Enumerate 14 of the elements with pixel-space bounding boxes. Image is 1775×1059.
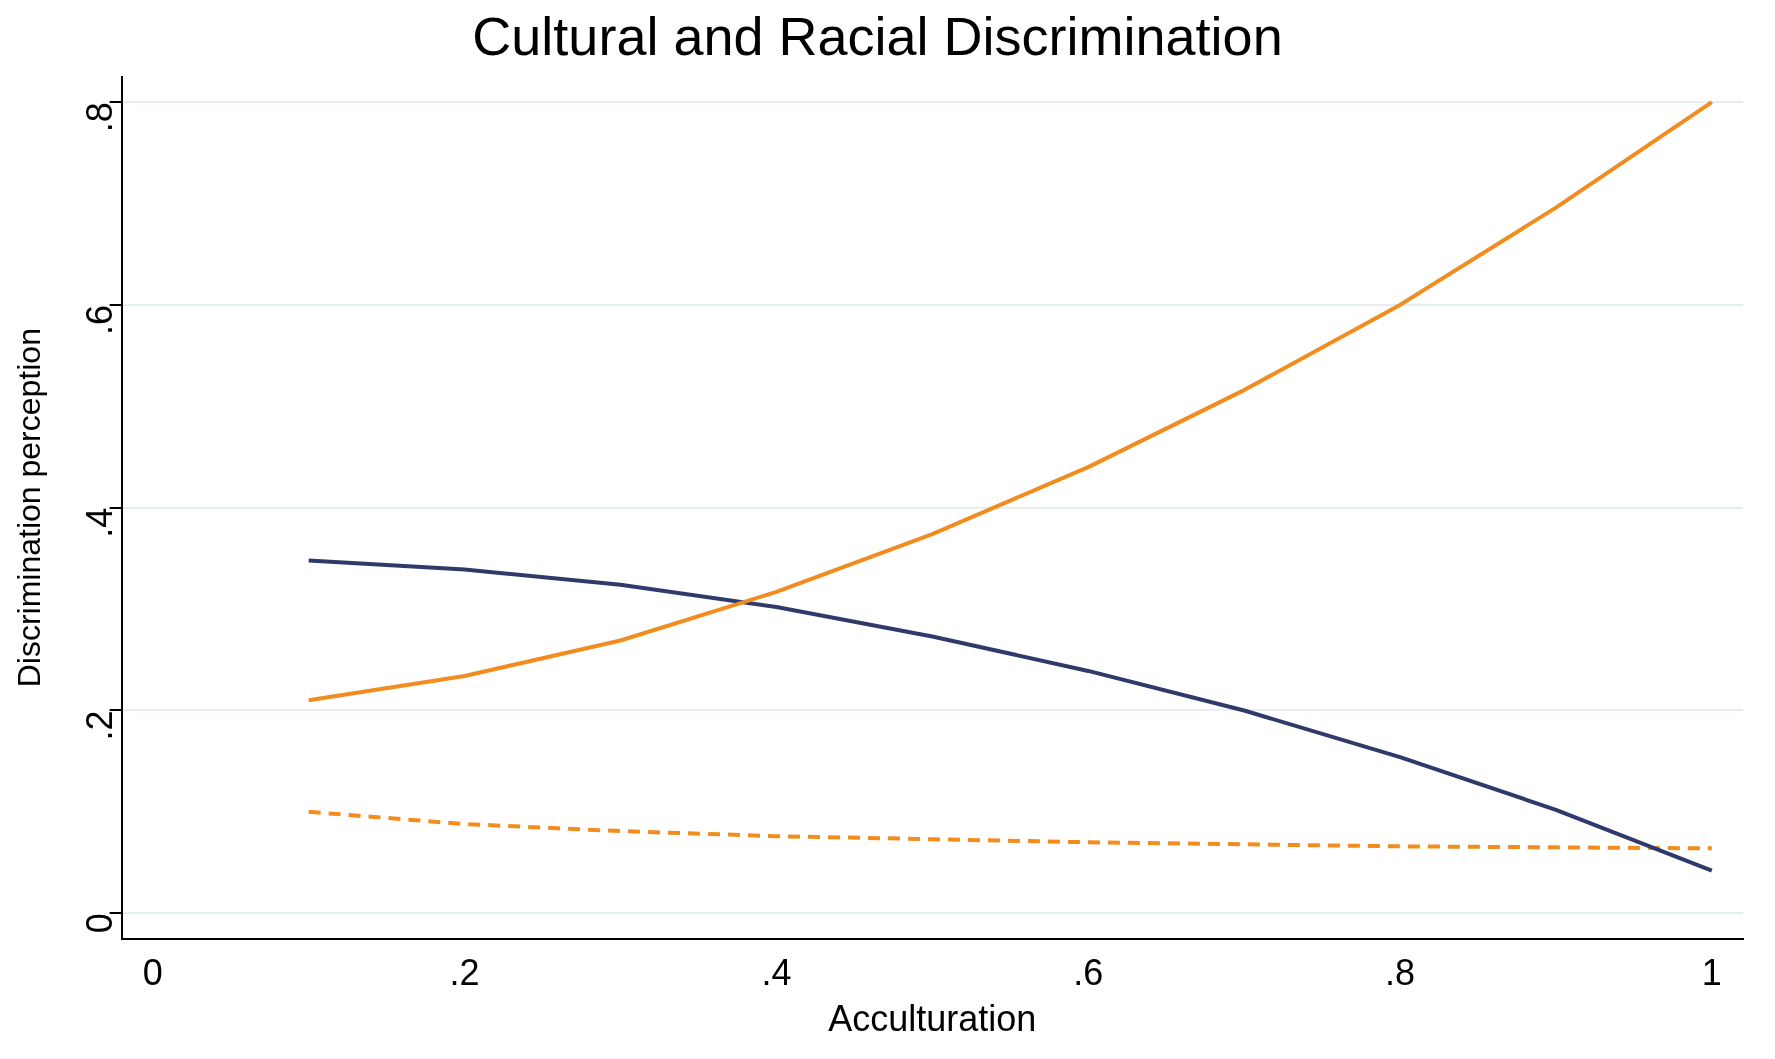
x-tick-label: 0 bbox=[142, 952, 163, 994]
y-tick-label: 0 bbox=[78, 913, 120, 934]
x-tick-label: .8 bbox=[1385, 952, 1416, 994]
y-axis-title: Discrimination perception bbox=[11, 328, 48, 688]
y-tick-label: .6 bbox=[78, 304, 120, 335]
chart-title: Cultural and Racial Discrimination bbox=[472, 6, 1283, 67]
x-tick-label: 1 bbox=[1701, 952, 1722, 994]
x-tick-label: .2 bbox=[449, 952, 480, 994]
y-tick-label: .8 bbox=[78, 102, 120, 133]
y-tick-label: .4 bbox=[78, 507, 120, 538]
y-tick-label: .2 bbox=[78, 710, 120, 741]
x-tick-label: .6 bbox=[1073, 952, 1104, 994]
x-axis-title: Acculturation bbox=[828, 998, 1037, 1040]
x-tick-label: .4 bbox=[761, 952, 792, 994]
